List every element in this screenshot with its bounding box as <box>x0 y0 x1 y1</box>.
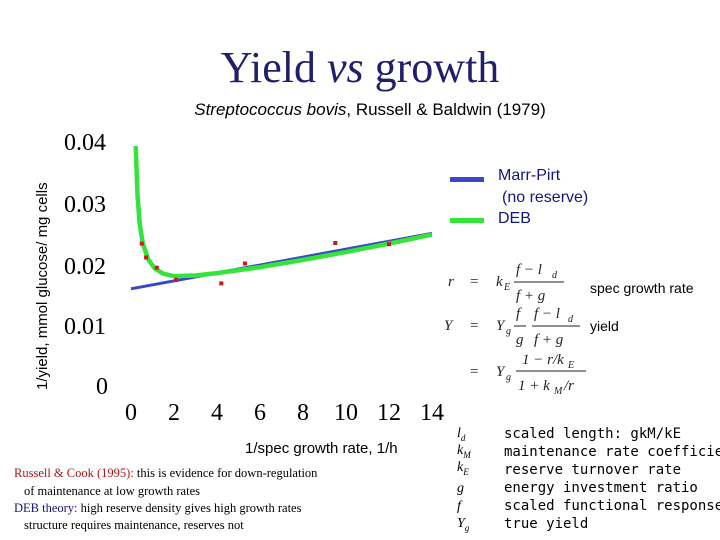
x-tick-14: 14 <box>420 400 444 426</box>
y-tick-0: 0 <box>96 374 108 400</box>
formula-y-num2-sub: d <box>568 314 574 325</box>
note-line-3: DEB theory: high reserve density gives h… <box>14 501 301 516</box>
formula-y-symbol: Y <box>444 318 454 334</box>
formula-y-num2: f − l <box>534 306 560 322</box>
x-tick-0: 0 <box>125 400 137 426</box>
data-point-3 <box>174 277 179 282</box>
glossary-sym-g: g <box>457 481 464 496</box>
legend-no-reserve: (no reserve) <box>502 189 589 206</box>
spec-growth-rate-label: spec growth rate <box>590 280 694 296</box>
data-point-7 <box>387 242 391 247</box>
glossary-true-yield: true yield <box>504 516 589 532</box>
formula-equals-2: = <box>470 318 478 334</box>
formula-y2-num-sub: E <box>567 360 574 371</box>
series-line-deb <box>133 145 433 279</box>
glossary-scaled-length: scaled length: gkM/kE <box>504 426 682 442</box>
formula-yg-2: Y <box>496 364 506 380</box>
title-text-end: growth <box>363 43 500 92</box>
note-line-4: structure requires maintenance, reserves… <box>24 518 244 532</box>
formula-y2-den: 1 + k <box>518 378 550 394</box>
formula-y2-den-rest: /r <box>563 378 574 394</box>
data-point-5 <box>242 261 247 266</box>
data-point-1 <box>144 255 149 260</box>
x-tick-12: 12 <box>377 400 401 426</box>
formula-equals: = <box>470 274 478 290</box>
subtitle-species: Streptococcus bovis <box>194 100 347 119</box>
formula-yg-sub: g <box>506 326 511 337</box>
data-point-0 <box>139 241 144 246</box>
slide-subtitle: Streptococcus bovis, Russell & Baldwin (… <box>0 100 720 120</box>
glossary-sym-yg: Yg <box>457 516 470 533</box>
title-text: Yield <box>220 43 327 92</box>
note-line-1-text: this is evidence for down-regulation <box>133 466 318 480</box>
glossary-sym-ld: ld <box>457 426 466 443</box>
y-tick-0.01: 0.01 <box>64 314 106 340</box>
x-tick-2: 2 <box>168 400 180 426</box>
y-tick-0.04: 0.04 <box>64 130 106 156</box>
x-tick-10: 10 <box>334 400 358 426</box>
note-deb-theory: DEB theory: <box>14 501 78 515</box>
formula-y2-den-sub: M <box>553 386 563 397</box>
glossary-functional-response: scaled functional response <box>504 498 720 514</box>
glossary-energy-investment: energy investment ratio <box>504 480 698 496</box>
formula-yg-sub-2: g <box>506 372 511 383</box>
deb-formulas: r = k E f − l d f + g Y = Y g f g f − l … <box>444 262 586 397</box>
data-point-2 <box>154 265 159 270</box>
slide-title: Yield vs growth <box>0 42 720 93</box>
x-axis-label: 1/spec growth rate, 1/h <box>245 440 398 457</box>
note-line-3-text: high reserve density gives high growth r… <box>77 501 302 515</box>
formula-y-den2: f + g <box>534 332 564 348</box>
y-tick-0.02: 0.02 <box>64 254 106 280</box>
formula-y-num1: f <box>516 306 522 322</box>
note-russell-cook: Russell & Cook (1995): <box>14 466 134 480</box>
note-line-1: Russell & Cook (1995): this is evidence … <box>14 466 317 481</box>
glossary-maintenance-rate: maintenance rate coefficient <box>504 444 720 460</box>
legend-marr-pirt: Marr-Pirt <box>498 167 561 184</box>
series-line-marr-pirt <box>130 231 433 291</box>
data-point-4 <box>219 281 224 286</box>
y-tick-0.03: 0.03 <box>64 192 106 218</box>
glossary-sym-km: kM <box>457 443 471 460</box>
title-vs: vs <box>327 43 364 92</box>
formula-r-num-sub: d <box>552 270 558 281</box>
glossary-sym-ke: kE <box>457 460 469 477</box>
note-line-2: of maintenance at low growth rates <box>24 484 200 498</box>
yield-label: yield <box>590 318 619 334</box>
formula-ke-sub: E <box>503 282 510 293</box>
x-tick-8: 8 <box>297 400 309 426</box>
legend-swatch-deb <box>450 218 484 223</box>
glossary-reserve-turnover: reserve turnover rate <box>504 462 682 478</box>
formula-equals-3: = <box>470 364 478 380</box>
x-tick-6: 6 <box>254 400 266 426</box>
data-point-6 <box>333 241 338 246</box>
x-tick-4: 4 <box>211 400 223 426</box>
formula-y2-num: 1 − r/k <box>522 352 564 368</box>
formula-r-den: f + g <box>516 288 546 304</box>
formula-ke: k <box>496 274 503 290</box>
subtitle-citation: , Russell & Baldwin (1979) <box>346 100 546 119</box>
formula-r-num: f − l <box>516 262 542 278</box>
legend-swatch-marr-pirt <box>450 177 484 182</box>
formula-yg: Y <box>496 318 506 334</box>
glossary-sym-f: f <box>457 499 461 514</box>
formula-y-den1: g <box>516 332 524 348</box>
formula-r-symbol: r <box>448 274 454 290</box>
legend-deb: DEB <box>498 210 531 227</box>
